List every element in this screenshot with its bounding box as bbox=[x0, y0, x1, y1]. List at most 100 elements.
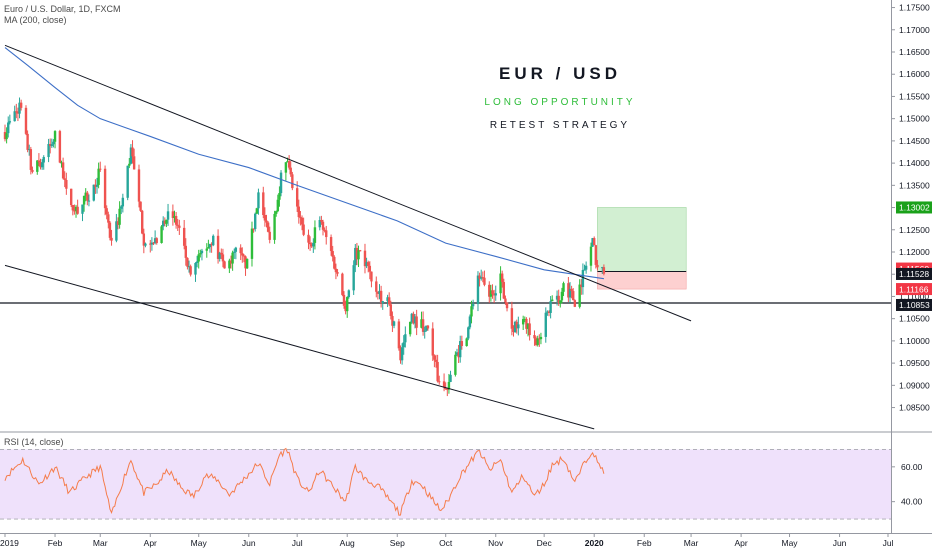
candle-body bbox=[525, 318, 528, 329]
rsi-legend[interactable]: RSI (14, close) bbox=[4, 437, 64, 447]
candle bbox=[92, 184, 95, 202]
profit-zone[interactable] bbox=[597, 207, 687, 272]
candle-body bbox=[24, 107, 28, 134]
candle-body bbox=[449, 374, 452, 382]
candle bbox=[434, 354, 438, 368]
candle-body bbox=[580, 284, 583, 288]
candle-body bbox=[355, 247, 359, 260]
candle-body bbox=[308, 242, 312, 245]
price-badge-label: 1.11528 bbox=[899, 269, 929, 279]
candle-body bbox=[115, 221, 118, 241]
candle-body bbox=[86, 192, 89, 201]
candle bbox=[312, 238, 315, 253]
candle bbox=[307, 229, 310, 250]
price-tick-label: 1.14500 bbox=[899, 136, 930, 146]
time-tick-label: Mar bbox=[93, 538, 108, 548]
candle-body bbox=[274, 211, 278, 214]
candle-body bbox=[423, 330, 426, 332]
candle-body bbox=[184, 245, 187, 258]
price-tick-label: 1.14000 bbox=[899, 158, 930, 168]
candle bbox=[444, 382, 447, 390]
ma-200-line[interactable] bbox=[4, 47, 604, 280]
candle-body bbox=[492, 294, 496, 296]
time-tick-label: 2019 bbox=[0, 538, 19, 548]
candle bbox=[402, 335, 405, 355]
descending-support-trendline[interactable] bbox=[4, 264, 595, 430]
candle bbox=[468, 314, 472, 330]
rsi-line[interactable] bbox=[4, 447, 605, 516]
price-badge: 1.11166 bbox=[896, 283, 932, 296]
candle-body bbox=[228, 260, 231, 269]
candle-body bbox=[69, 188, 73, 206]
candle-body bbox=[431, 328, 434, 356]
time-tick-label: Nov bbox=[488, 538, 504, 548]
candle bbox=[218, 251, 221, 262]
candle bbox=[602, 264, 606, 276]
candle-body bbox=[239, 247, 242, 254]
candle-body bbox=[182, 227, 186, 246]
overlay-strategy: RETEST STRATEGY bbox=[489, 120, 631, 131]
candle-body bbox=[16, 111, 20, 114]
candle bbox=[546, 310, 549, 316]
candle bbox=[152, 242, 155, 246]
descending-resistance-trendline[interactable] bbox=[4, 44, 692, 322]
candle bbox=[544, 307, 547, 343]
candle bbox=[231, 250, 234, 271]
candle-body bbox=[291, 174, 294, 189]
candle bbox=[457, 344, 460, 363]
candle bbox=[187, 260, 191, 273]
candle-body bbox=[131, 147, 134, 157]
candle bbox=[128, 157, 131, 169]
candle-body bbox=[36, 160, 39, 172]
candle-body bbox=[128, 163, 131, 166]
candle-body bbox=[358, 250, 362, 252]
candle bbox=[149, 239, 152, 253]
candle bbox=[252, 228, 255, 233]
candle bbox=[355, 242, 359, 266]
candle bbox=[31, 166, 34, 174]
candle bbox=[399, 345, 402, 364]
candle-body bbox=[87, 200, 91, 202]
candle bbox=[208, 243, 212, 253]
candle-body bbox=[297, 206, 300, 218]
candle-body bbox=[562, 283, 565, 292]
candle bbox=[242, 253, 246, 263]
candle bbox=[120, 205, 123, 215]
stop-loss-zone[interactable] bbox=[597, 271, 687, 290]
candle bbox=[521, 315, 525, 331]
symbol-legend[interactable]: Euro / U.S. Dollar, 1D, FXCM MA (200, cl… bbox=[4, 4, 121, 26]
candle bbox=[313, 220, 317, 250]
candle-body bbox=[352, 265, 355, 291]
candle bbox=[413, 313, 417, 329]
candle-body bbox=[268, 231, 271, 240]
price-badge-label: 1.11166 bbox=[899, 284, 929, 294]
candle bbox=[195, 255, 199, 268]
candle bbox=[265, 214, 268, 228]
price-tick-label: 1.15500 bbox=[899, 91, 930, 101]
price-tick-label: 1.15000 bbox=[899, 114, 930, 124]
time-tick-label: Apr bbox=[144, 538, 157, 548]
candle bbox=[50, 138, 54, 148]
candle bbox=[455, 348, 459, 356]
candle bbox=[212, 234, 215, 247]
candle-body bbox=[538, 338, 541, 340]
candle bbox=[526, 323, 530, 337]
candle-body bbox=[454, 354, 457, 375]
candle-body bbox=[200, 250, 204, 254]
candle bbox=[460, 335, 464, 350]
candle bbox=[95, 177, 99, 194]
candle-body bbox=[234, 247, 238, 252]
candle bbox=[37, 153, 41, 167]
candle bbox=[131, 140, 134, 164]
candle-body bbox=[433, 355, 436, 360]
candle bbox=[186, 257, 189, 270]
time-tick-label: Apr bbox=[734, 538, 747, 548]
candle bbox=[404, 326, 407, 348]
candle-body bbox=[97, 168, 100, 185]
candle-body bbox=[107, 214, 110, 223]
candle-body bbox=[110, 237, 113, 241]
candle-body bbox=[512, 328, 515, 333]
candle-body bbox=[400, 347, 404, 361]
